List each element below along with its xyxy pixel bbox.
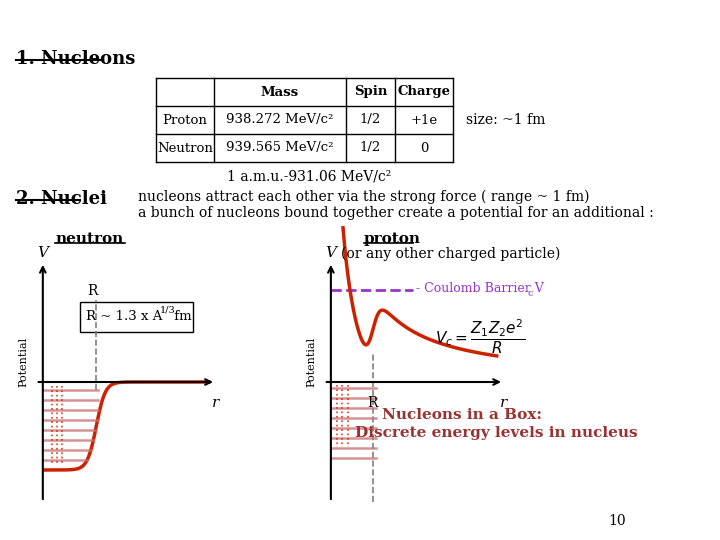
Text: 1/3: 1/3 bbox=[160, 306, 176, 314]
Text: proton: proton bbox=[364, 232, 421, 246]
Text: c: c bbox=[528, 289, 534, 299]
Text: R: R bbox=[88, 284, 98, 298]
Text: fm: fm bbox=[171, 310, 192, 323]
Text: Proton: Proton bbox=[163, 113, 207, 126]
Text: a bunch of nucleons bound together create a potential for an additional :: a bunch of nucleons bound together creat… bbox=[138, 206, 654, 220]
Text: 1/2: 1/2 bbox=[360, 113, 381, 126]
Text: Discrete energy levels in nucleus: Discrete energy levels in nucleus bbox=[355, 426, 638, 440]
Text: 939.565 MeV/c²: 939.565 MeV/c² bbox=[226, 141, 334, 154]
Text: 0: 0 bbox=[420, 141, 428, 154]
Text: neutron: neutron bbox=[55, 232, 124, 246]
Text: size: ~1 fm: size: ~1 fm bbox=[467, 113, 546, 127]
Text: 1/2: 1/2 bbox=[360, 141, 381, 154]
Text: V: V bbox=[37, 246, 48, 260]
Text: r: r bbox=[212, 396, 220, 410]
Text: R: R bbox=[368, 396, 378, 410]
Text: +1e: +1e bbox=[410, 113, 438, 126]
Text: V: V bbox=[325, 246, 336, 260]
Text: Nucleons in a Box:: Nucleons in a Box: bbox=[382, 408, 541, 422]
Text: 1 a.m.u.-931.06 MeV/c²: 1 a.m.u.-931.06 MeV/c² bbox=[228, 170, 392, 184]
Text: Spin: Spin bbox=[354, 85, 387, 98]
Text: Neutron: Neutron bbox=[157, 141, 213, 154]
Text: Mass: Mass bbox=[261, 85, 299, 98]
Text: 10: 10 bbox=[608, 514, 626, 528]
Text: Potential: Potential bbox=[18, 337, 28, 387]
Text: Charge: Charge bbox=[397, 85, 451, 98]
Text: 1. Nucleons: 1. Nucleons bbox=[16, 50, 135, 68]
Text: $V_c = \dfrac{Z_1 Z_2 e^2}{R}$: $V_c = \dfrac{Z_1 Z_2 e^2}{R}$ bbox=[435, 318, 526, 356]
FancyBboxPatch shape bbox=[80, 302, 193, 332]
Text: (or any other charged particle): (or any other charged particle) bbox=[341, 247, 560, 261]
Text: nucleons attract each other via the strong force ( range ~ 1 fm): nucleons attract each other via the stro… bbox=[138, 190, 590, 205]
Text: 2. Nuclei: 2. Nuclei bbox=[16, 190, 107, 208]
Text: 938.272 MeV/c²: 938.272 MeV/c² bbox=[226, 113, 334, 126]
Text: r: r bbox=[500, 396, 508, 410]
Text: Potential: Potential bbox=[306, 337, 316, 387]
Text: - Coulomb Barrier V: - Coulomb Barrier V bbox=[415, 281, 544, 294]
Text: R ~ 1.3 x A: R ~ 1.3 x A bbox=[86, 310, 162, 323]
